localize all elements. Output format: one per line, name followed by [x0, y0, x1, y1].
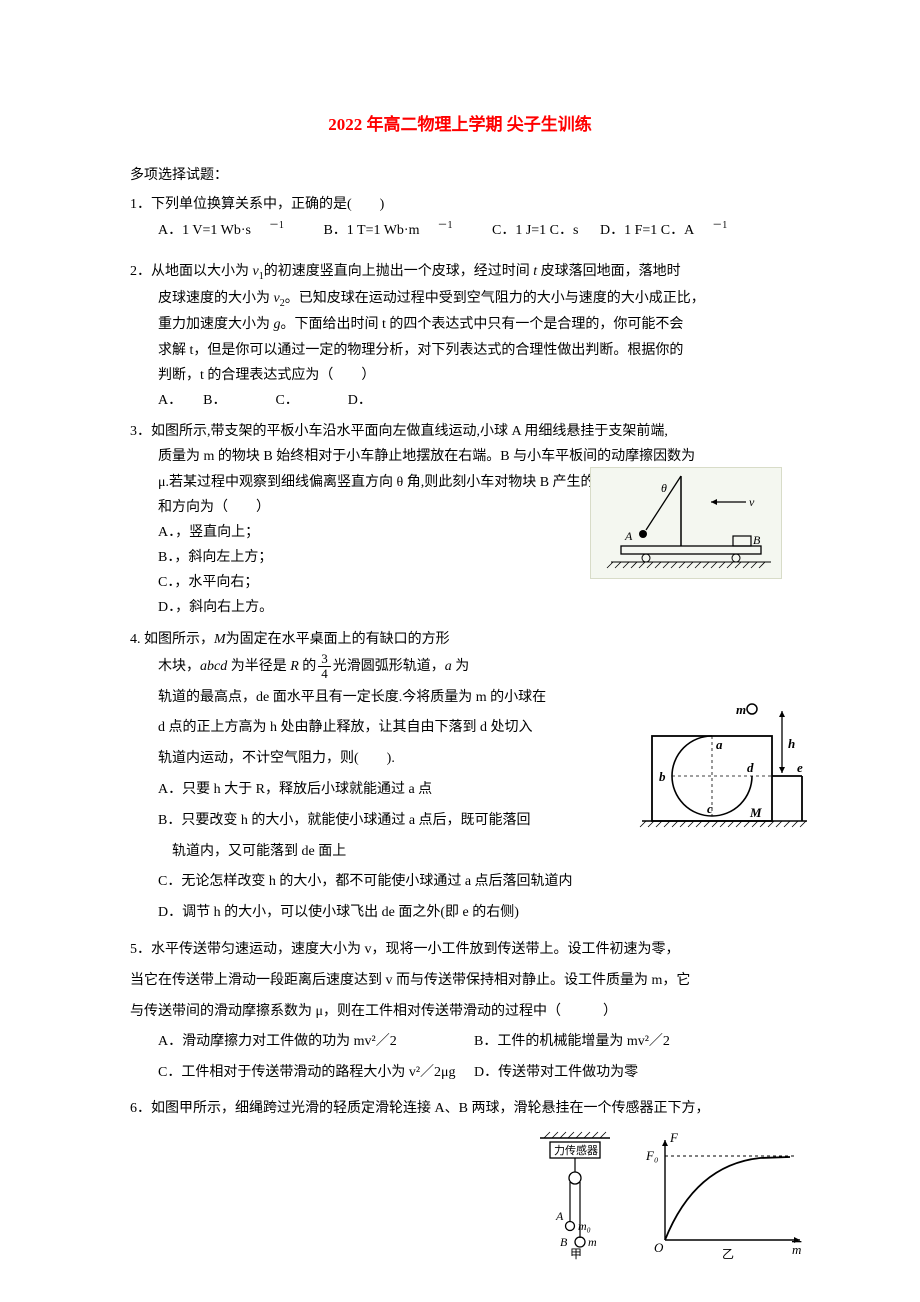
question-6: 6．如图甲所示，细绳跨过光滑的轻质定滑轮连接 A、B 两球，滑轮悬挂在一个传感器… [130, 1095, 790, 1125]
q3-line2: 质量为 m 的物块 B 始终相对于小车静止地摆放在右端。B 与小车平板间的动摩擦… [130, 444, 790, 469]
block-svg: m h a b c d e M [632, 701, 812, 841]
sensor-caption: 甲 [570, 1247, 582, 1260]
doc-title: 2022 年高二物理上学期 尖子生训练 [130, 110, 790, 141]
block-label-m: m [736, 702, 746, 717]
q1-stem: 1．下列单位换算关系中，正确的是( ) [130, 192, 790, 217]
q4-line2: 木块，abcd 为半径是 R 的34光滑圆弧形轨道，a 为 [130, 652, 790, 683]
sensor-m: m [588, 1235, 597, 1249]
sensor-b: B [560, 1235, 568, 1249]
q5-opt-d: D．传送带对工件做功为零 [474, 1058, 790, 1089]
question-1: 1．下列单位换算关系中，正确的是( ) A．1 V=1 Wb·s－1 B．1 T… [130, 192, 790, 243]
graph-f0: F₀ [645, 1148, 658, 1163]
block-label-h: h [788, 736, 795, 751]
q5-row-cd: C．工件相对于传送带滑动的路程大小为 v²／2μg D．传送带对工件做功为零 [130, 1058, 790, 1089]
q2-line2: 皮球速度的大小为 v2。已知皮球在运动过程中受到空气阻力的大小与速度的大小成正比… [130, 286, 790, 313]
q5-line1: 5．水平传送带匀速运动，速度大小为 v，现将一小工件放到传送带上。设工件初速为零… [130, 935, 790, 966]
figure-block: m h a b c d e M [632, 701, 812, 841]
q1-opt-c: C．1 J=1 C．s [492, 218, 578, 243]
cart-label-b: B [753, 533, 761, 547]
cart-label-v: v [749, 495, 755, 509]
figure-sensor: 力传感器 A m₀ B m 甲 [530, 1130, 620, 1260]
q3-line1: 3．如图所示,带支架的平板小车沿水平面向左做直线运动,小球 A 用细线悬挂于支架… [130, 419, 790, 444]
graph-o: O [654, 1240, 664, 1255]
cart-label-theta: θ [661, 481, 667, 495]
q5-opt-c: C．工件相对于传送带滑动的路程大小为 v²／2μg [158, 1058, 474, 1089]
cart-label-a: A [624, 529, 633, 543]
sensor-a: A [555, 1209, 564, 1223]
graph-caption: 乙 [722, 1247, 734, 1260]
cart-svg: A θ v B [591, 468, 781, 578]
q2-line3: 重力加速度大小为 g。下面给出时间 t 的四个表达式中只有一个是合理的，你可能不… [130, 312, 790, 337]
q4-opt-c: C．无论怎样改变 h 的大小，都不可能使小球通过 a 点后落回轨道内 [130, 867, 790, 898]
block-label-e: e [797, 760, 803, 775]
sensor-label: 力传感器 [554, 1144, 598, 1157]
q4-opt-d: D．调节 h 的大小，可以使小球飞出 de 面之外(即 e 的右侧) [130, 898, 790, 929]
q5-opt-b: B．工件的机械能增量为 mv²／2 [474, 1027, 790, 1058]
q5-line3: 与传送带间的滑动摩擦系数为 μ，则在工件相对传送带滑动的过程中（ ） [130, 997, 790, 1028]
question-2: 2．从地面以大小为 v1的初速度竖直向上抛出一个皮球，经过时间 t 皮球落回地面… [130, 259, 790, 413]
q1-opt-b: B．1 T=1 Wb·m－1 [323, 217, 470, 243]
fraction-3-4: 34 [318, 652, 331, 682]
graph-m: m [792, 1242, 801, 1257]
block-label-c: c [707, 801, 713, 816]
block-label-big-m: M [749, 805, 762, 820]
question-4: 4. 如图所示，M为固定在水平桌面上的有缺口的方形 木块，abcd 为半径是 R… [130, 627, 790, 929]
question-3: 3．如图所示,带支架的平板小车沿水平面向左做直线运动,小球 A 用细线悬挂于支架… [130, 419, 790, 621]
q2-line4: 求解 t，但是你可以通过一定的物理分析，对下列表达式的合理性做出判断。根据你的 [130, 338, 790, 363]
graph-f: F [669, 1130, 679, 1145]
page: 2022 年高二物理上学期 尖子生训练 多项选择试题： 1．下列单位换算关系中，… [0, 0, 920, 1302]
q3-opt-d: D．，斜向右上方。 [130, 595, 790, 620]
block-label-d: d [747, 760, 754, 775]
q6-line1: 6．如图甲所示，细绳跨过光滑的轻质定滑轮连接 A、B 两球，滑轮悬挂在一个传感器… [130, 1095, 790, 1123]
q5-row-ab: A．滑动摩擦力对工件做的功为 mv²／2 B．工件的机械能增量为 mv²／2 [130, 1027, 790, 1058]
q1-opt-a: A．1 V=1 Wb·s－1 [158, 217, 302, 243]
q4-opt-b2: 轨道内，又可能落到 de 面上 [130, 837, 790, 868]
q4-line1: 4. 如图所示，M为固定在水平桌面上的有缺口的方形 [130, 627, 790, 652]
figure-cart: A θ v B [590, 467, 782, 579]
figure-graph: F F₀ O m 乙 [640, 1130, 810, 1260]
q1-opt-d: D．1 F=1 C．A－1 [600, 217, 745, 243]
q2-line5: 判断，t 的合理表达式应为（ ） [130, 363, 790, 388]
q2-options: A． B． C． D． [130, 388, 790, 413]
sensor-m0: m₀ [578, 1219, 591, 1233]
q1-options: A．1 V=1 Wb·s－1 B．1 T=1 Wb·m－1 C．1 J=1 C．… [130, 217, 790, 243]
block-label-b: b [659, 769, 666, 784]
q2-line1: 2．从地面以大小为 v1的初速度竖直向上抛出一个皮球，经过时间 t 皮球落回地面… [130, 259, 790, 286]
block-label-a: a [716, 737, 723, 752]
graph-svg: F F₀ O m 乙 [640, 1130, 810, 1260]
q5-line2: 当它在传送带上滑动一段距离后速度达到 v 而与传送带保持相对静止。设工件质量为 … [130, 966, 790, 997]
question-5: 5．水平传送带匀速运动，速度大小为 v，现将一小工件放到传送带上。设工件初速为零… [130, 935, 790, 1089]
section-heading: 多项选择试题： [130, 163, 790, 188]
sensor-svg: 力传感器 A m₀ B m 甲 [530, 1130, 620, 1260]
q5-opt-a: A．滑动摩擦力对工件做的功为 mv²／2 [158, 1027, 474, 1058]
